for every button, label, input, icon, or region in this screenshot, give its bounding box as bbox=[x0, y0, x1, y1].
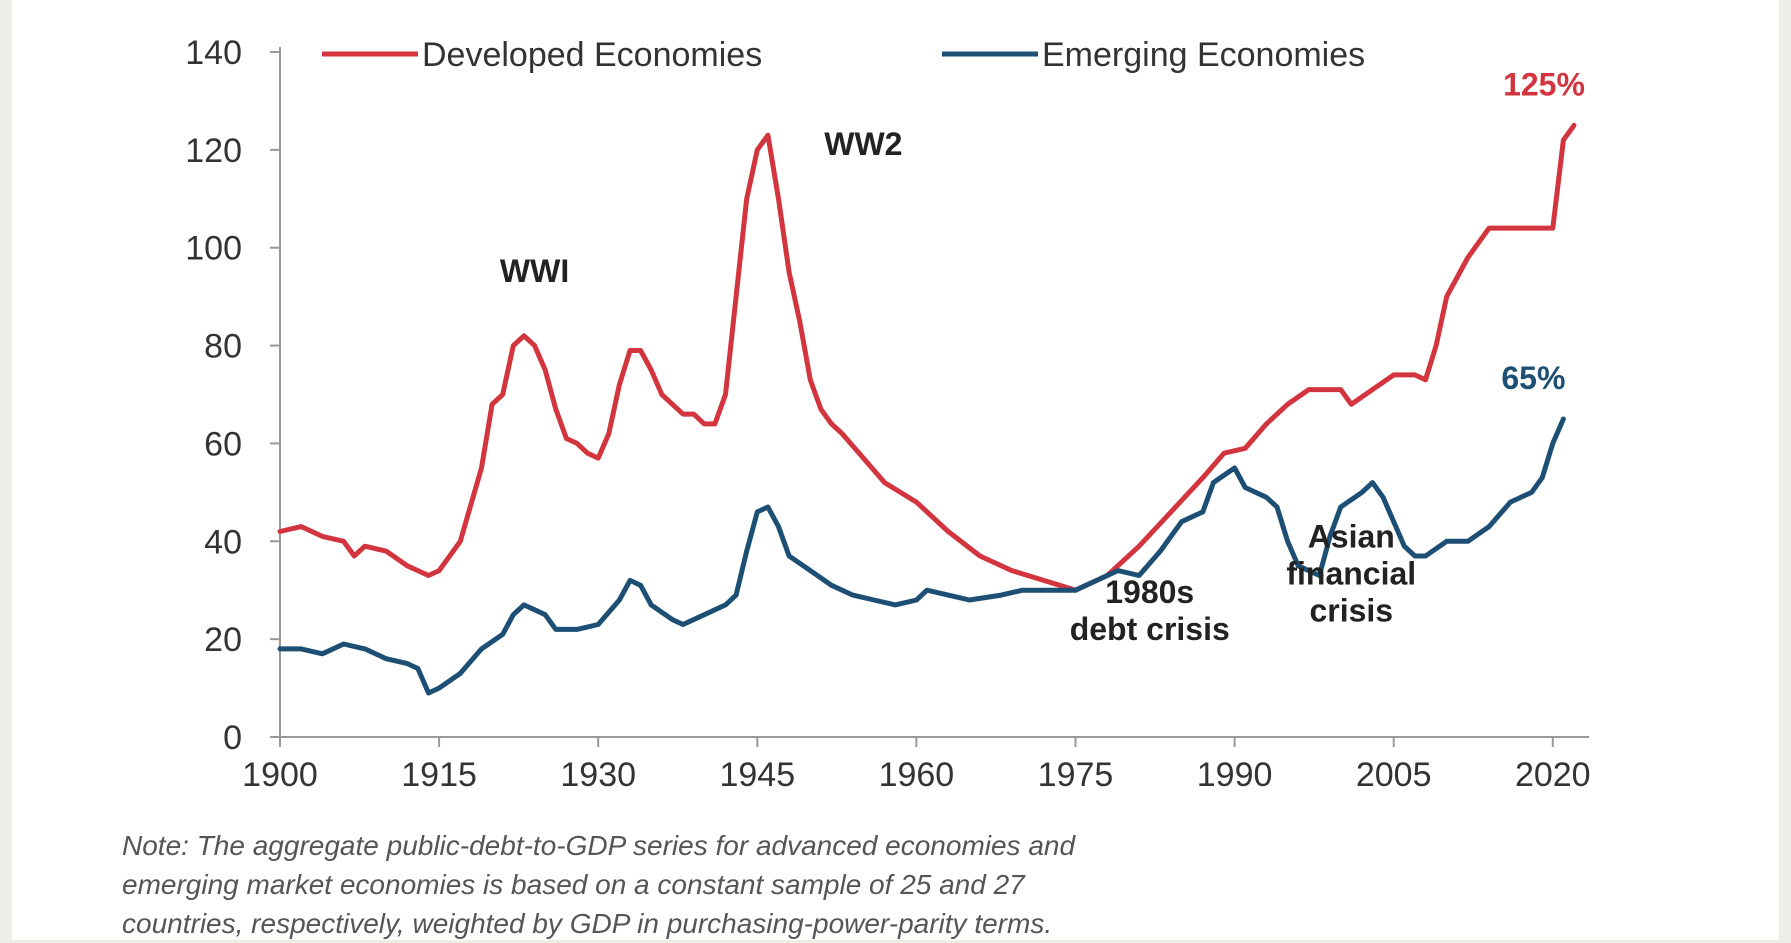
x-tick-label: 1945 bbox=[719, 756, 795, 794]
annotation-line: WW2 bbox=[824, 126, 902, 162]
x-tick-label: 2005 bbox=[1356, 756, 1432, 794]
annotation-line: debt crisis bbox=[1070, 611, 1230, 647]
annotation-wwi: WWI bbox=[500, 253, 569, 289]
annotation-line: Asian bbox=[1308, 519, 1395, 555]
debt-to-gdp-chart: 0 20 40 60 80 100 120 140 1900 1915 1930 1945 1960 19… bbox=[185, 34, 1591, 794]
y-tick-label: 100 bbox=[185, 230, 242, 268]
x-tick-label: 1990 bbox=[1197, 756, 1273, 794]
x-tick-label: 1930 bbox=[560, 756, 636, 794]
legend-label-developed: Developed Economies bbox=[422, 36, 762, 74]
x-tick-label: 1960 bbox=[879, 756, 955, 794]
note-line-1: Note: The aggregate public-debt-to-GDP s… bbox=[122, 830, 1076, 861]
annotation-line: 1980s bbox=[1105, 574, 1194, 610]
emerging-end-label: 65% bbox=[1501, 360, 1565, 396]
x-tick-label: 2020 bbox=[1515, 756, 1591, 794]
y-tick-label: 80 bbox=[204, 328, 242, 366]
note-line-2: emerging market economies is based on a … bbox=[122, 869, 1025, 900]
legend-label-emerging: Emerging Economies bbox=[1042, 36, 1365, 74]
y-tick-label: 0 bbox=[223, 719, 242, 757]
annotation-line: crisis bbox=[1309, 593, 1393, 629]
y-tick-label: 120 bbox=[185, 132, 242, 170]
annotation-line: financial bbox=[1286, 556, 1416, 592]
annotation-1980s: 1980s debt crisis bbox=[1070, 574, 1230, 647]
developed-end-label: 125% bbox=[1503, 66, 1585, 102]
chart-frame: 0 20 40 60 80 100 120 140 1900 1915 1930 1945 1960 19… bbox=[12, 0, 1779, 940]
chart-note: Note: The aggregate public-debt-to-GDP s… bbox=[122, 826, 1682, 943]
y-tick-label: 140 bbox=[185, 34, 242, 72]
emerging-economies-line bbox=[277, 416, 1566, 696]
x-tick-label: 1915 bbox=[401, 756, 477, 794]
y-tick-label: 40 bbox=[204, 523, 242, 561]
y-tick-label: 60 bbox=[204, 425, 242, 463]
x-tick-label: 1900 bbox=[242, 756, 318, 794]
x-tick-label: 1975 bbox=[1038, 756, 1114, 794]
annotation-line: WWI bbox=[500, 253, 569, 289]
developed-economies-line bbox=[277, 122, 1577, 593]
annotation-asian: Asian financial crisis bbox=[1286, 519, 1416, 629]
y-tick-label: 20 bbox=[204, 621, 242, 659]
annotation-ww2: WW2 bbox=[824, 126, 902, 162]
note-line-3: countries, respectively, weighted by GDP… bbox=[122, 908, 1053, 939]
